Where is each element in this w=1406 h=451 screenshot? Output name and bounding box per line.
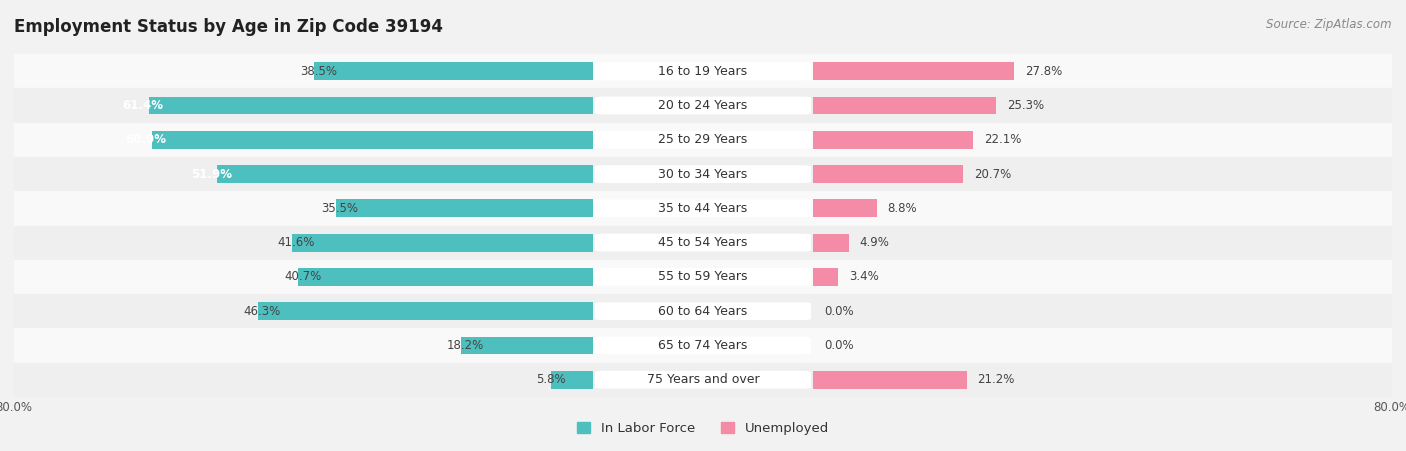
Bar <box>14 294 593 328</box>
Bar <box>813 191 1392 226</box>
Bar <box>218 165 593 183</box>
Text: 60.9%: 60.9% <box>125 133 167 146</box>
Text: 21.2%: 21.2% <box>977 373 1015 386</box>
Text: Source: ZipAtlas.com: Source: ZipAtlas.com <box>1267 18 1392 31</box>
Text: 0.0%: 0.0% <box>824 339 853 352</box>
Bar <box>593 54 813 88</box>
Text: 4.9%: 4.9% <box>859 236 890 249</box>
Bar <box>813 363 1392 397</box>
Text: 61.4%: 61.4% <box>122 99 163 112</box>
Text: 3.4%: 3.4% <box>849 271 879 283</box>
FancyBboxPatch shape <box>595 302 811 320</box>
Bar <box>14 88 593 123</box>
Bar <box>292 234 593 252</box>
Text: 40.7%: 40.7% <box>284 271 321 283</box>
Bar <box>593 226 813 260</box>
Text: 16 to 19 Years: 16 to 19 Years <box>658 65 748 78</box>
Text: 60 to 64 Years: 60 to 64 Years <box>658 305 748 318</box>
Text: 25 to 29 Years: 25 to 29 Years <box>658 133 748 146</box>
Bar <box>336 199 593 217</box>
Text: 45 to 54 Years: 45 to 54 Years <box>658 236 748 249</box>
Bar <box>813 294 1392 328</box>
Text: 41.6%: 41.6% <box>277 236 315 249</box>
Bar <box>551 371 593 389</box>
Bar <box>14 191 593 226</box>
Text: 8.8%: 8.8% <box>887 202 917 215</box>
Bar <box>14 157 593 191</box>
Bar <box>14 328 593 363</box>
Bar <box>593 328 813 363</box>
Bar <box>813 131 973 149</box>
Bar <box>593 123 813 157</box>
FancyBboxPatch shape <box>595 199 811 217</box>
Text: 22.1%: 22.1% <box>984 133 1021 146</box>
Text: 5.8%: 5.8% <box>536 373 567 386</box>
Bar <box>813 328 1392 363</box>
FancyBboxPatch shape <box>595 97 811 115</box>
Text: 35.5%: 35.5% <box>322 202 359 215</box>
Bar <box>593 191 813 226</box>
FancyBboxPatch shape <box>595 268 811 286</box>
Bar <box>593 294 813 328</box>
Bar <box>152 131 593 149</box>
FancyBboxPatch shape <box>595 336 811 354</box>
Text: 20 to 24 Years: 20 to 24 Years <box>658 99 748 112</box>
Text: 38.5%: 38.5% <box>299 65 337 78</box>
Bar <box>14 260 593 294</box>
Bar <box>813 123 1392 157</box>
Bar <box>14 123 593 157</box>
Bar <box>593 157 813 191</box>
Bar <box>14 54 593 88</box>
Bar <box>813 165 963 183</box>
FancyBboxPatch shape <box>595 371 811 389</box>
Bar <box>593 363 813 397</box>
FancyBboxPatch shape <box>595 62 811 80</box>
Bar <box>813 268 838 286</box>
Bar <box>813 260 1392 294</box>
Text: 46.3%: 46.3% <box>243 305 281 318</box>
Bar <box>14 363 593 397</box>
Text: 75 Years and over: 75 Years and over <box>647 373 759 386</box>
Bar <box>593 260 813 294</box>
Text: 0.0%: 0.0% <box>824 305 853 318</box>
Text: 55 to 59 Years: 55 to 59 Years <box>658 271 748 283</box>
Bar <box>14 226 593 260</box>
Bar <box>298 268 593 286</box>
Bar <box>593 88 813 123</box>
FancyBboxPatch shape <box>595 234 811 252</box>
Text: 30 to 34 Years: 30 to 34 Years <box>658 168 748 180</box>
Bar <box>813 371 966 389</box>
Bar <box>813 157 1392 191</box>
Text: 51.9%: 51.9% <box>191 168 232 180</box>
Bar <box>149 97 593 115</box>
Bar <box>461 336 593 354</box>
Bar <box>813 62 1014 80</box>
FancyBboxPatch shape <box>595 131 811 149</box>
Bar <box>315 62 593 80</box>
Text: 65 to 74 Years: 65 to 74 Years <box>658 339 748 352</box>
Text: Employment Status by Age in Zip Code 39194: Employment Status by Age in Zip Code 391… <box>14 18 443 36</box>
Text: 18.2%: 18.2% <box>447 339 484 352</box>
Bar <box>813 199 877 217</box>
Legend: In Labor Force, Unemployed: In Labor Force, Unemployed <box>571 416 835 440</box>
Bar <box>813 54 1392 88</box>
Bar <box>813 234 849 252</box>
Bar <box>257 302 593 320</box>
Bar <box>813 88 1392 123</box>
FancyBboxPatch shape <box>595 165 811 183</box>
Text: 27.8%: 27.8% <box>1025 65 1063 78</box>
Bar <box>813 97 997 115</box>
Text: 35 to 44 Years: 35 to 44 Years <box>658 202 748 215</box>
Text: 20.7%: 20.7% <box>974 168 1011 180</box>
Bar <box>813 226 1392 260</box>
Text: 25.3%: 25.3% <box>1007 99 1045 112</box>
